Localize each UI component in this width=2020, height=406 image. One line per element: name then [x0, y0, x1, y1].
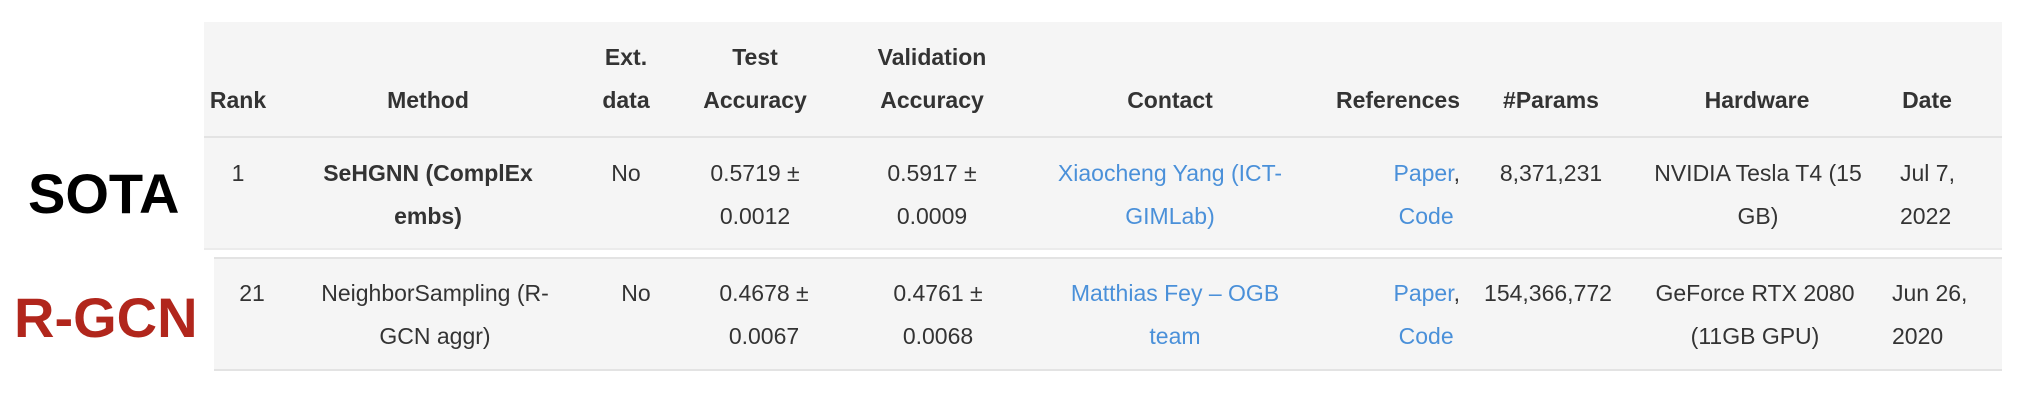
code-link[interactable]: Code — [1398, 323, 1454, 349]
header-rank: Rank — [209, 87, 267, 113]
contact-link[interactable]: Matthias Fey – OGB team — [1070, 280, 1280, 349]
table-row-panel — [204, 138, 2002, 248]
cell-params: 154,366,772 — [1484, 280, 1612, 306]
rgcn-label: R-GCN — [14, 286, 198, 349]
cell-date: Jul 7, 2022 — [1900, 160, 1955, 229]
header-method: Method — [387, 87, 469, 113]
cell-rank: 21 — [239, 280, 265, 306]
row-divider — [214, 369, 2002, 371]
paper-link[interactable]: Paper — [1393, 280, 1454, 306]
row-divider — [214, 257, 2002, 259]
table-header-panel — [204, 22, 2002, 136]
cell-references: Paper,Code, — [1320, 152, 1461, 238]
reference-separator: , — [1453, 280, 1460, 306]
header-validation-accuracy: Validation Accuracy — [877, 44, 987, 113]
paper-link[interactable]: Paper — [1393, 160, 1454, 186]
cell-rank: 1 — [231, 160, 245, 186]
header-params: #Params — [1503, 87, 1599, 113]
cell-validation-accuracy: 0.4761 ± 0.0068 — [893, 280, 983, 349]
cell-validation-accuracy: 0.5917 ± 0.0009 — [887, 160, 977, 229]
cell-ext-data: No — [611, 160, 641, 186]
cell-date: Jun 26, 2020 — [1892, 280, 1968, 349]
cell-method: NeighborSampling (R-GCN aggr) — [321, 280, 549, 349]
header-contact: Contact — [1127, 87, 1213, 113]
cell-hardware: GeForce RTX 2080 (11GB GPU) — [1655, 280, 1855, 349]
header-ext-data: Ext. data — [602, 44, 650, 113]
header-test-accuracy: Test Accuracy — [703, 44, 807, 113]
cell-method: SeHGNN (ComplEx embs) — [323, 160, 533, 229]
cell-references: Paper,Code, — [1320, 272, 1461, 358]
cell-hardware: NVIDIA Tesla T4 (15 GB) — [1654, 160, 1862, 229]
cell-test-accuracy: 0.4678 ± 0.0067 — [719, 280, 809, 349]
header-hardware: Hardware — [1704, 87, 1810, 113]
cell-test-accuracy: 0.5719 ± 0.0012 — [710, 160, 800, 229]
header-references: References — [1335, 87, 1461, 113]
table-row-panel — [214, 259, 2002, 369]
sota-label: SOTA — [28, 162, 180, 225]
header-divider — [204, 136, 2002, 138]
reference-separator: , — [1453, 160, 1460, 186]
code-link[interactable]: Code — [1398, 203, 1454, 229]
header-date: Date — [1902, 87, 1952, 113]
row-divider — [204, 248, 2002, 250]
contact-link[interactable]: Xiaocheng Yang (ICT-GIMLab) — [1057, 160, 1283, 229]
cell-ext-data: No — [621, 280, 651, 306]
cell-params: 8,371,231 — [1499, 160, 1603, 186]
